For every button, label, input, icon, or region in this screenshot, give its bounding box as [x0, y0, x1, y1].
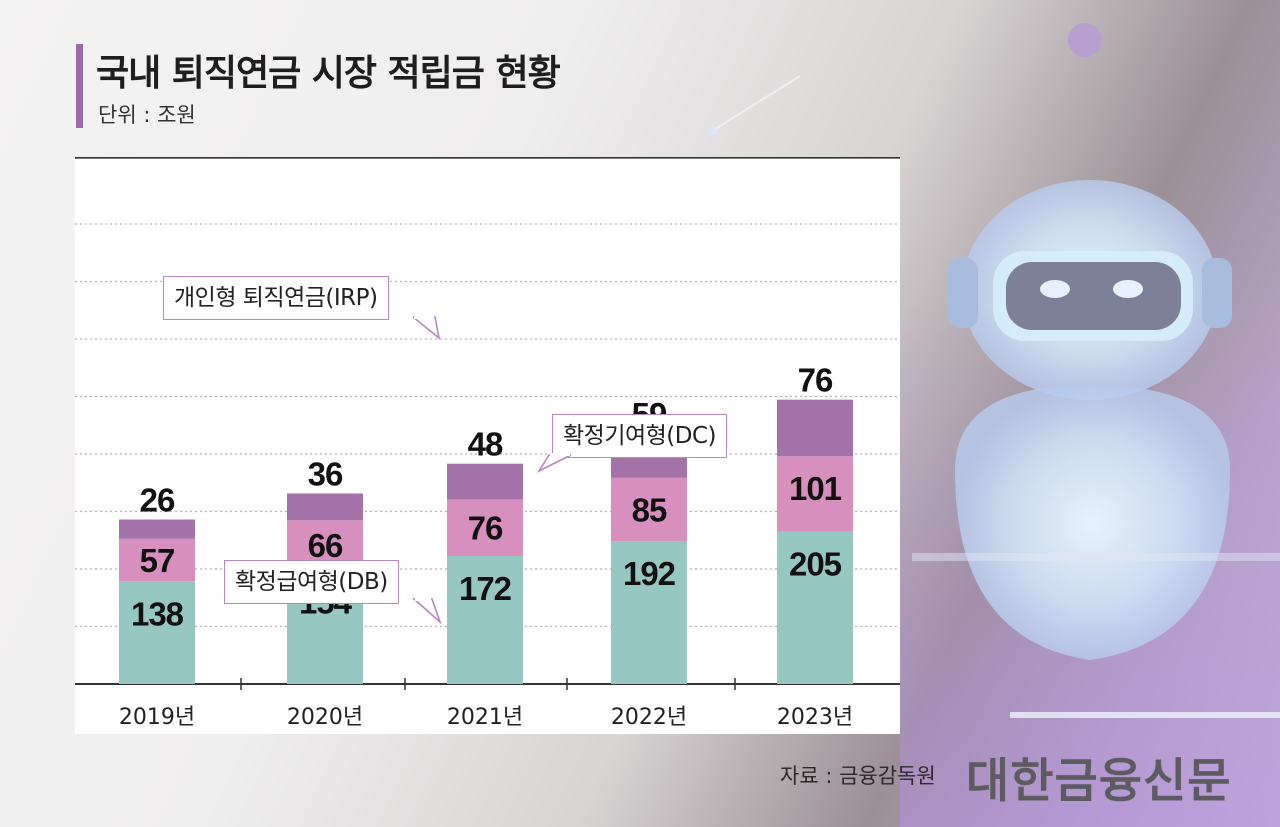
x-tick-label: 2022년: [611, 705, 687, 730]
legend-callout-db: 확정급여형(DB): [224, 560, 399, 604]
bar-segment-irp: [447, 463, 523, 500]
data-label: 26: [140, 482, 175, 519]
bar-segment-irp: [287, 493, 363, 521]
unit-label: 단위 : 조원: [98, 103, 196, 127]
light-streak: [912, 553, 1280, 561]
data-label: 138: [131, 595, 184, 632]
legend-callout-irp: 개인형 퇴직연금(IRP): [163, 276, 389, 320]
x-tick-label: 2023년: [777, 705, 853, 730]
planet-icon: [1068, 23, 1102, 57]
publisher-logo: 대한금융신문: [966, 754, 1232, 809]
x-tick-label: 2020년: [287, 705, 363, 730]
data-label: 36: [308, 455, 343, 492]
comet-icon: [707, 126, 717, 136]
stacked-bar-chart: 13857262019년15466362020년17276482021년1928…: [75, 157, 900, 730]
callout-pointer-db: [411, 598, 442, 624]
bar-segment-db: [119, 581, 195, 684]
legend-label-dc: 확정기여형(DC): [563, 423, 717, 449]
bar-segment-dc: [447, 499, 523, 556]
data-label: 76: [798, 362, 833, 399]
title-accent-bar: [76, 44, 83, 128]
chart-panel: 13857262019년15466362020년17276482021년1928…: [75, 157, 900, 734]
bar-segment-irp: [119, 519, 195, 539]
data-label: 85: [632, 491, 667, 528]
callout-pointer-dc: [537, 453, 572, 473]
data-label: 101: [789, 470, 842, 507]
data-label: 76: [468, 510, 503, 547]
data-label: 192: [623, 555, 676, 592]
bar-segment-db: [777, 531, 853, 684]
bar-segment-irp: [777, 399, 853, 457]
bar-segment-dc: [611, 477, 687, 542]
legend-label-db: 확정급여형(DB): [235, 569, 388, 595]
source-label: 자료 : 금융감독원: [780, 764, 936, 788]
x-tick-label: 2021년: [447, 705, 523, 730]
data-label: 66: [308, 527, 343, 564]
bar-segment-dc: [119, 538, 195, 582]
legend-callout-dc: 확정기여형(DC): [552, 414, 728, 458]
bar-segment-db: [447, 555, 523, 684]
data-label: 48: [468, 426, 503, 463]
data-label: 172: [459, 570, 512, 607]
robot-icon: [948, 180, 1232, 660]
bar-segment-dc: [777, 456, 853, 532]
data-label: 57: [140, 542, 175, 579]
callout-pointer-irp: [413, 316, 441, 340]
bar-segment-db: [611, 541, 687, 684]
chart-title: 국내 퇴직연금 시장 적립금 현황: [96, 53, 561, 94]
data-label: 205: [789, 545, 842, 582]
comet-trail: [711, 75, 801, 132]
light-streak: [1010, 712, 1280, 718]
x-tick-label: 2019년: [119, 705, 195, 730]
legend-label-irp: 개인형 퇴직연금(IRP): [174, 285, 378, 311]
